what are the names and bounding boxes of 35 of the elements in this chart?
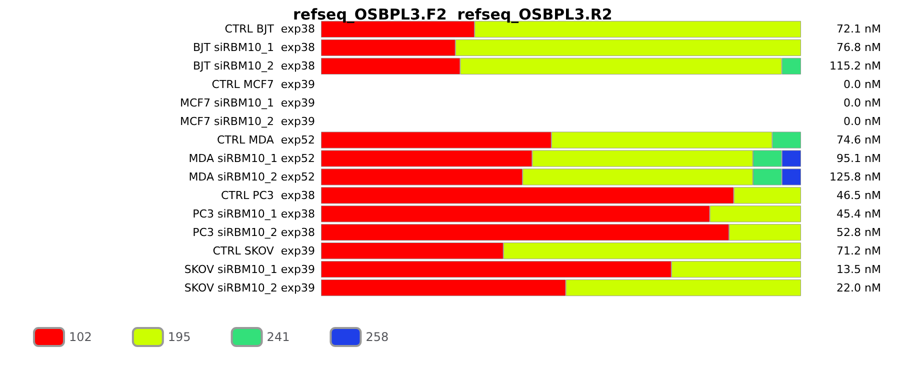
legend-label: 102	[69, 330, 92, 344]
text: 0.0 nM	[844, 115, 881, 128]
text: 52.8 nM	[836, 226, 881, 239]
y-tick-label: PC3 siRBM10_1 exp38	[192, 207, 315, 220]
text: 22.0 nM	[836, 281, 881, 294]
y-tick-label: MDA siRBM10_2 exp52	[188, 170, 315, 184]
y-tick-label: CTRL BJT exp38	[224, 22, 315, 36]
y-tick-label: BJT siRBM10_2 exp38	[192, 60, 315, 73]
y-tick-label: MCF7 siRBM10_1 exp39	[180, 96, 315, 110]
text: 46.5 nM	[836, 188, 881, 202]
text: 74.6 nM	[836, 134, 881, 147]
legend-label: 258	[366, 330, 389, 344]
text: 72.1 nM	[836, 22, 881, 36]
text: 115.2 nM	[830, 60, 881, 73]
y-tick-label: BJT siRBM10_1 exp38	[192, 41, 315, 54]
y-tick-label: PC3 siRBM10_2 exp38	[192, 226, 315, 239]
y-tick-label: MDA siRBM10_1 exp52	[188, 152, 315, 165]
y-tick-label: SKOV siRBM10_2 exp39	[184, 281, 315, 294]
legend-label: 241	[266, 330, 290, 344]
y-tick-label: MCF7 siRBM10_2 exp39	[180, 115, 315, 128]
text: 76.8 nM	[836, 41, 881, 54]
chart-title: refseq_OSBPL3.F2 refseq_OSBPL3.R2	[293, 6, 612, 24]
text: 71.2 nM	[836, 244, 881, 258]
y-tick-label: CTRL SKOV exp39	[212, 244, 315, 258]
y-tick-label: CTRL PC3 exp38	[220, 188, 315, 202]
text: 125.8 nM	[830, 170, 881, 184]
text: 0.0 nM	[844, 78, 881, 92]
y-tick-label: SKOV siRBM10_1 exp39	[184, 262, 315, 276]
text: 13.5 nM	[836, 262, 881, 276]
text: 45.4 nM	[836, 207, 881, 220]
y-tick-label: CTRL MDA exp52	[216, 134, 315, 147]
text: 95.1 nM	[836, 152, 881, 165]
y-tick-label: CTRL MCF7 exp39	[212, 78, 315, 92]
text: 0.0 nM	[844, 96, 881, 110]
legend-label: 195	[168, 330, 191, 344]
